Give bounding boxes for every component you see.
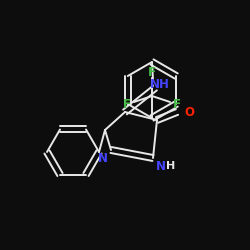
Text: N: N: [156, 160, 166, 172]
Text: N: N: [98, 152, 108, 164]
Text: O: O: [184, 106, 194, 118]
Text: F: F: [148, 66, 156, 78]
Text: NH: NH: [150, 78, 170, 90]
Text: F: F: [123, 98, 131, 110]
Text: H: H: [166, 161, 175, 171]
Text: F: F: [173, 98, 181, 110]
